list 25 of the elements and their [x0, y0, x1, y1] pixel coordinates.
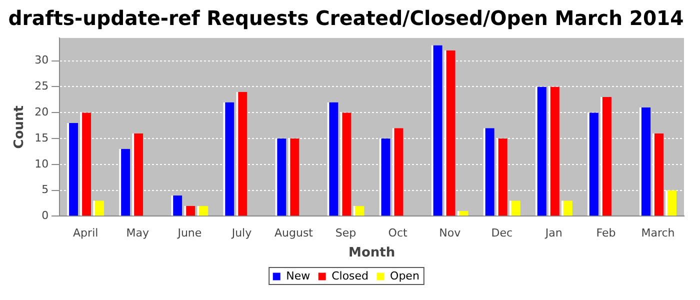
y-tick-label: 15 — [34, 131, 49, 144]
x-tick-label: Nov — [439, 226, 462, 240]
y-axis-title: Count — [12, 106, 28, 149]
x-tick-label: Oct — [388, 226, 408, 240]
x-tick-label: March — [641, 226, 675, 240]
x-tick-label: August — [274, 226, 314, 240]
x-tick-label: June — [176, 226, 202, 240]
y-tick-label: 10 — [34, 157, 49, 170]
y-tick-label: 5 — [42, 183, 49, 196]
y-tick-label: 20 — [34, 105, 49, 118]
chart-title: drafts-update-ref Requests Created/Closed/Open March 2014 — [8, 7, 684, 30]
x-tick-label: April — [73, 226, 98, 240]
x-tick-label: Dec — [491, 226, 513, 240]
x-tick-label: July — [230, 226, 252, 240]
legend-label: Closed — [332, 269, 369, 282]
x-tick-label: May — [126, 226, 150, 240]
legend-label: New — [286, 269, 310, 282]
x-axis-title: Month — [348, 246, 396, 261]
x-tick-label: Sep — [335, 226, 356, 240]
y-tick-label: 0 — [42, 209, 49, 222]
x-tick-label: Feb — [596, 226, 616, 240]
y-tick-label: 25 — [34, 80, 49, 93]
x-tick-label: Jan — [544, 226, 562, 240]
y-tick-label: 30 — [34, 54, 49, 67]
legend-label: Open — [390, 269, 420, 282]
